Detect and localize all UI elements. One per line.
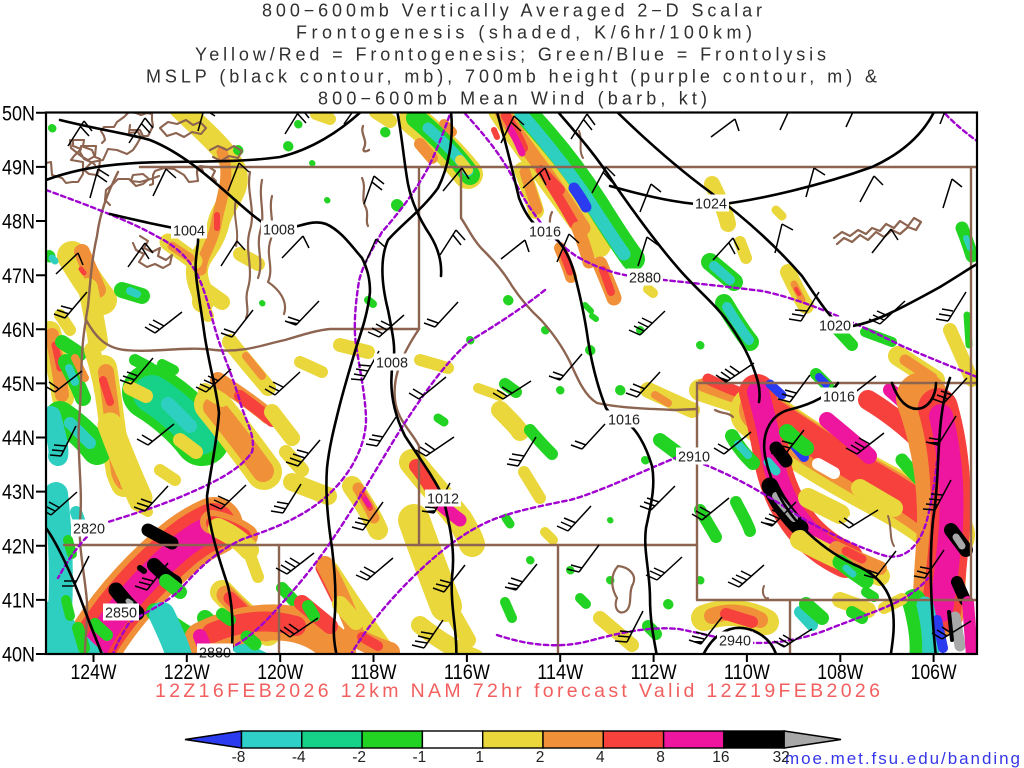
svg-text:114W: 114W: [537, 661, 583, 684]
svg-text:-8: -8: [232, 749, 246, 766]
svg-text:Frontogenesis (shaded, K/6hr/1: Frontogenesis (shaded, K/6hr/100km): [296, 23, 752, 43]
svg-text:1004: 1004: [173, 223, 205, 240]
svg-text:1016: 1016: [608, 412, 640, 429]
svg-text:108W: 108W: [817, 661, 863, 684]
svg-text:2: 2: [536, 749, 545, 766]
svg-text:106W: 106W: [911, 661, 957, 684]
svg-text:1016: 1016: [823, 389, 855, 406]
svg-text:1008: 1008: [376, 355, 408, 372]
svg-text:moe.met.fsu.edu/banding: moe.met.fsu.edu/banding: [785, 749, 1020, 768]
svg-text:2850: 2850: [105, 605, 137, 622]
svg-text:2880: 2880: [629, 270, 661, 287]
svg-text:43N: 43N: [2, 481, 35, 504]
svg-text:42N: 42N: [2, 535, 35, 558]
svg-text:1020: 1020: [819, 318, 851, 335]
svg-text:118W: 118W: [351, 661, 397, 684]
svg-text:41N: 41N: [2, 590, 35, 613]
svg-text:1: 1: [475, 749, 484, 766]
svg-text:2820: 2820: [73, 521, 105, 538]
svg-text:50N: 50N: [2, 102, 35, 125]
svg-text:122W: 122W: [164, 661, 210, 684]
svg-text:124W: 124W: [71, 661, 117, 684]
svg-text:1016: 1016: [529, 224, 561, 241]
svg-text:800−600mb Vertically Averaged: 800−600mb Vertically Averaged 2−D Scalar: [262, 1, 762, 21]
svg-text:110W: 110W: [724, 661, 770, 684]
svg-text:16: 16: [712, 749, 729, 766]
svg-text:112W: 112W: [631, 661, 677, 684]
svg-text:44N: 44N: [2, 427, 35, 450]
svg-text:8: 8: [656, 749, 665, 766]
svg-text:1024: 1024: [695, 196, 727, 213]
svg-text:32: 32: [773, 749, 790, 766]
svg-text:120W: 120W: [257, 661, 303, 684]
svg-text:49N: 49N: [2, 157, 35, 180]
svg-text:-1: -1: [413, 749, 427, 766]
svg-text:1008: 1008: [263, 222, 295, 239]
svg-text:-2: -2: [352, 749, 366, 766]
svg-text:Yellow/Red = Frontogenesis; G: Yellow/Red = Frontogenesis; Green/Blue =…: [195, 45, 826, 65]
svg-text:4: 4: [596, 749, 605, 766]
svg-text:MSLP (black contour, mb), 700m: MSLP (black contour, mb), 700mb height (…: [146, 67, 877, 87]
svg-text:48N: 48N: [2, 211, 35, 234]
svg-text:800−600mb Mean Wind (barb, kt): 800−600mb Mean Wind (barb, kt): [318, 89, 707, 109]
svg-text:-4: -4: [292, 749, 306, 766]
svg-text:2940: 2940: [719, 633, 751, 650]
svg-text:46N: 46N: [2, 319, 35, 342]
svg-text:12Z16FEB2026 12km NAM 72hr for: 12Z16FEB2026 12km NAM 72hr forecast Vali…: [155, 680, 880, 702]
svg-text:47N: 47N: [2, 265, 35, 288]
svg-text:2910: 2910: [678, 449, 710, 466]
svg-text:40N: 40N: [2, 644, 35, 667]
svg-text:45N: 45N: [2, 373, 35, 396]
svg-text:1012: 1012: [427, 491, 459, 508]
svg-text:116W: 116W: [444, 661, 490, 684]
